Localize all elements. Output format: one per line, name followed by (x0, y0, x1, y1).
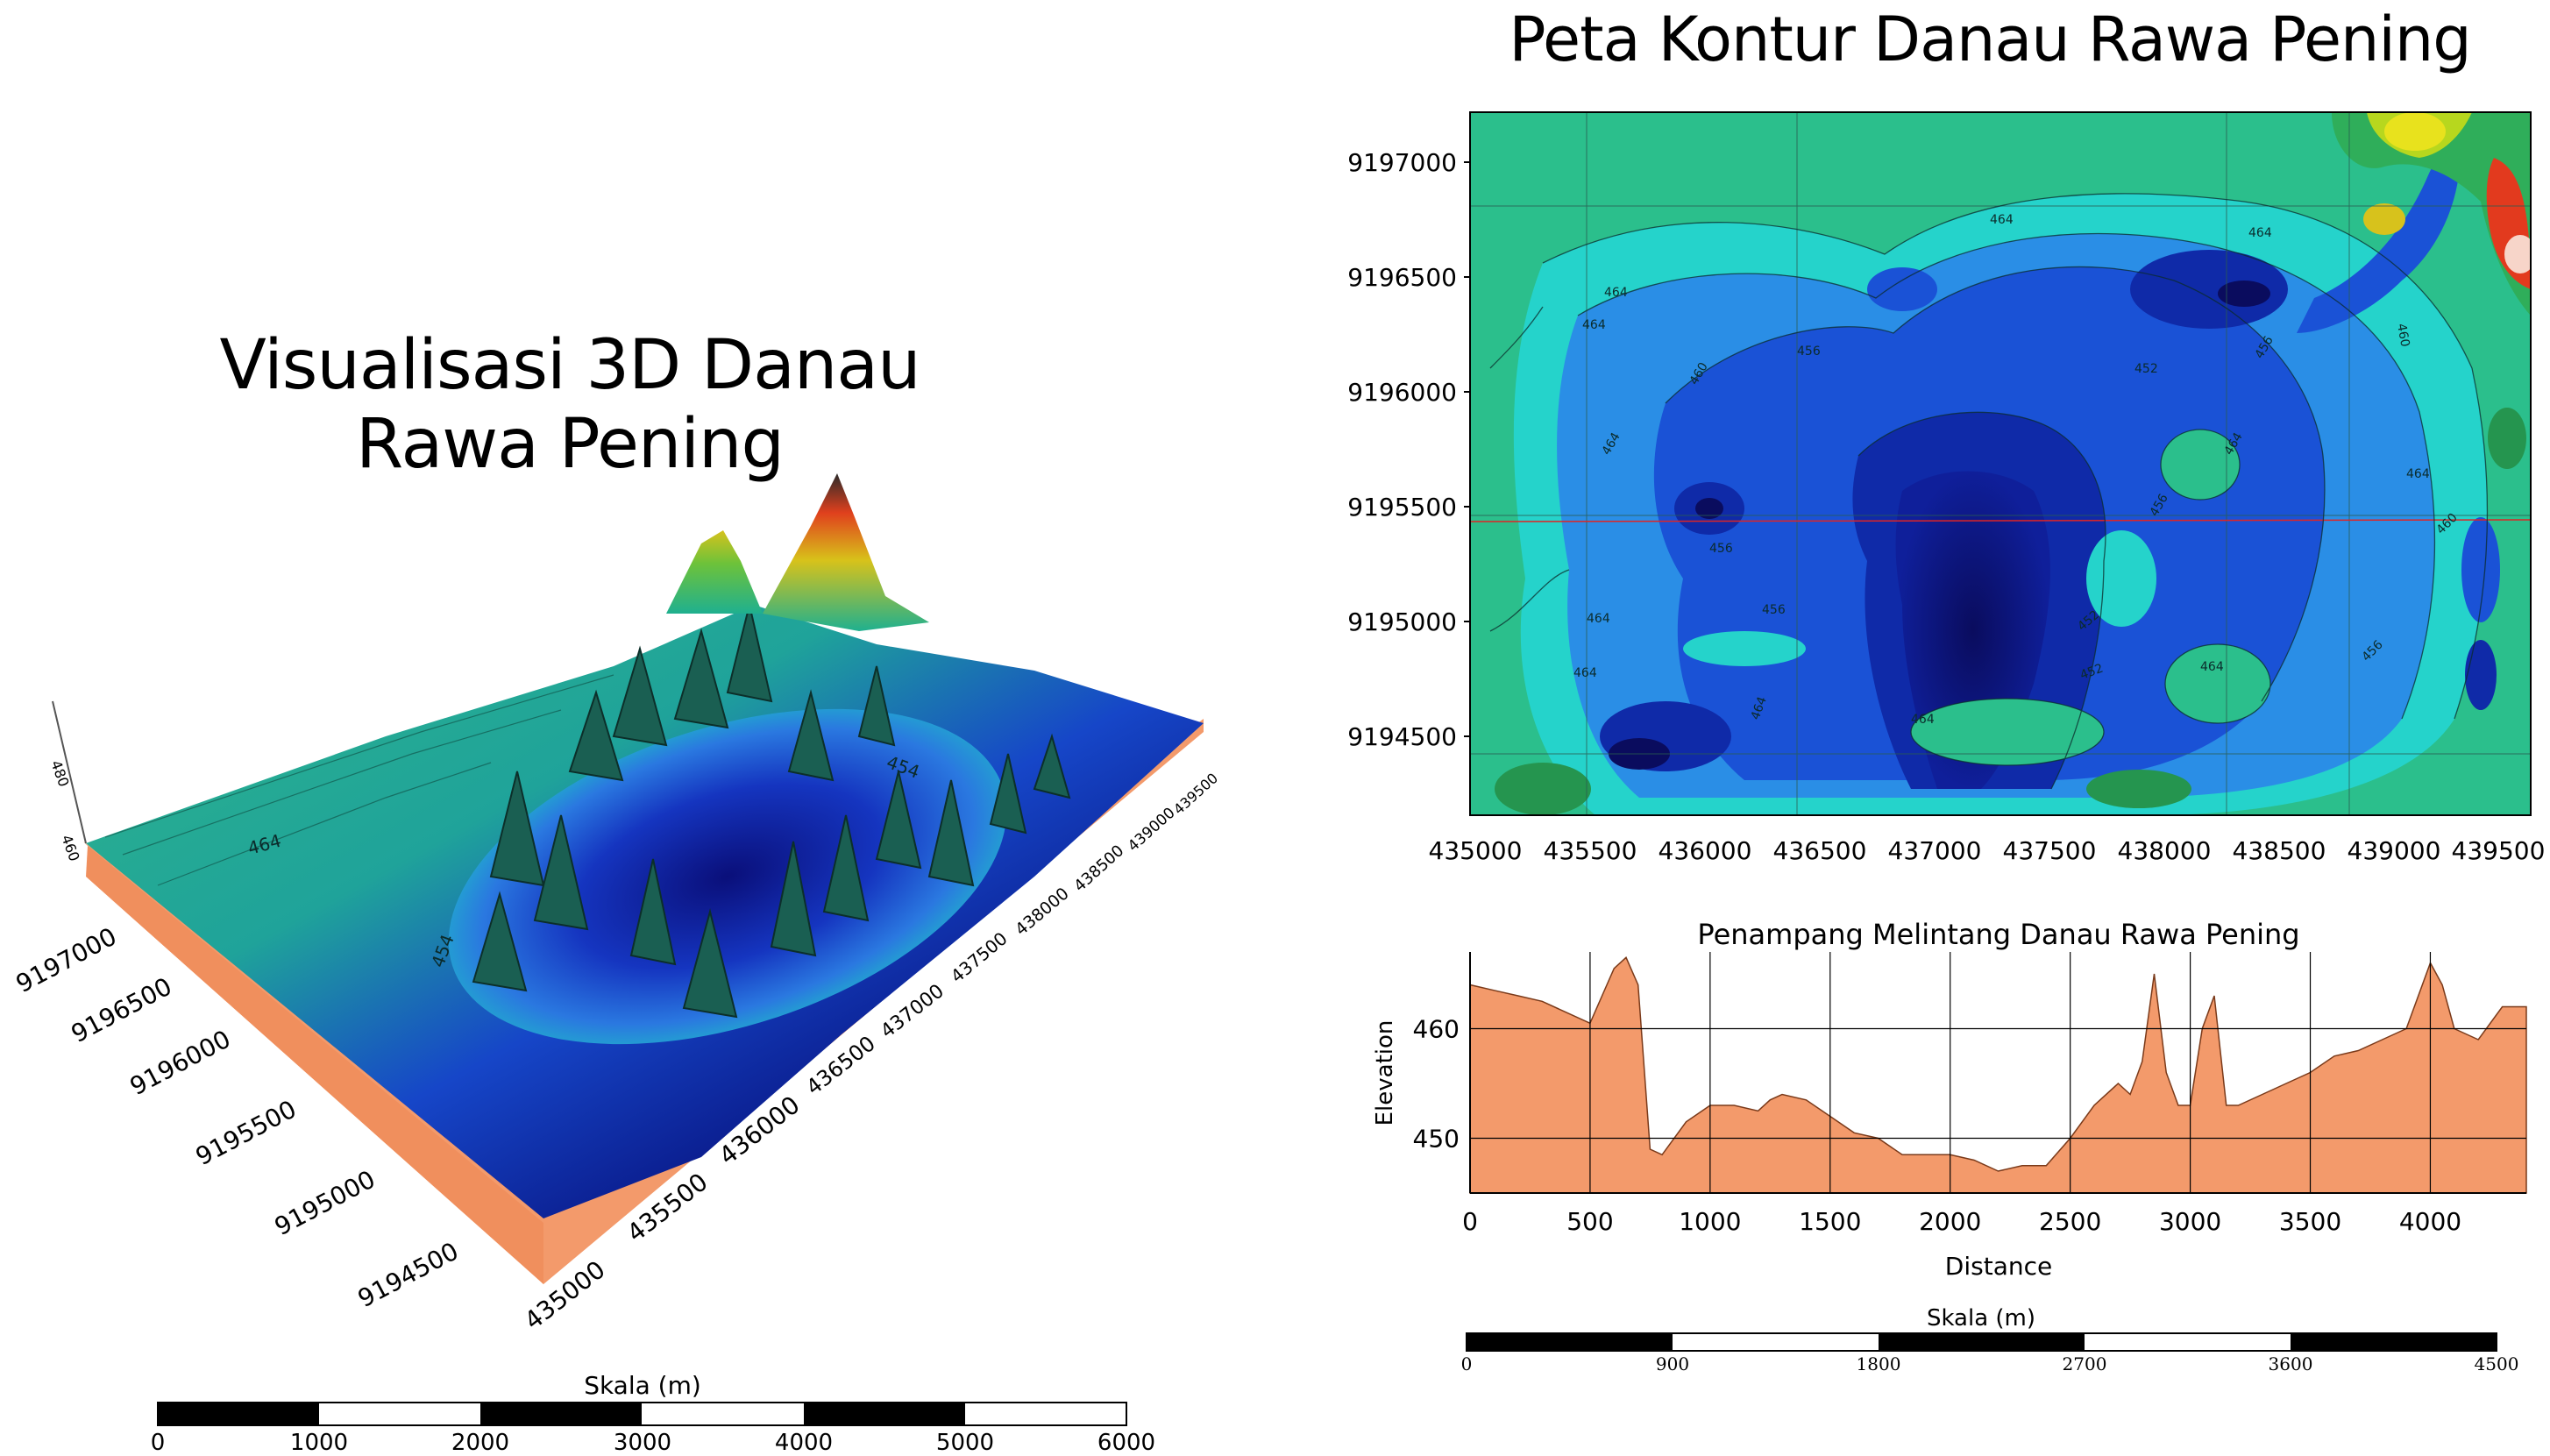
contour-label: 464 (1990, 213, 2014, 227)
profile-y-label: Elevation (1372, 1020, 1398, 1126)
profile-x-tick: 0 (1462, 1207, 1478, 1236)
profile-y-axis: 450 460 (1413, 1015, 1460, 1154)
contour-label: 456 (1709, 542, 1733, 556)
profile-x-tick: 1500 (1799, 1207, 1861, 1236)
scale-title-left: Skala (m) (584, 1371, 701, 1400)
scale-tick-left: 0 (151, 1430, 166, 1456)
x-tick: 435500 (1544, 836, 1637, 865)
y-tick: 9197000 (1347, 148, 1457, 177)
contour-label: 452 (2134, 362, 2158, 376)
profile-x-label: Distance (1945, 1252, 2052, 1281)
profile-chart: Penampang Melintang Danau Rawa Pening 0 5… (1372, 918, 2526, 1281)
scale-tick-right: 2700 (2063, 1353, 2107, 1374)
scale-tick-left: 1000 (290, 1430, 348, 1456)
z-tick: 480 (47, 758, 72, 789)
y-tick: 9195500 (1347, 493, 1457, 522)
contour-label: 464 (1604, 286, 1628, 300)
scale-tick-right: 4500 (2475, 1353, 2519, 1374)
x-tick: 437500 (2003, 836, 2097, 865)
profile-y-tick: 450 (1413, 1125, 1460, 1154)
contour-label: 456 (1797, 344, 1821, 359)
profile-x-axis: 0 500 1000 1500 2000 2500 3000 3500 4000 (1462, 1207, 2461, 1236)
z-tick: 460 (58, 833, 82, 863)
profile-area (1470, 957, 2526, 1193)
contour-label: 464 (1587, 612, 1610, 626)
scale-tick-right: 900 (1656, 1353, 1689, 1374)
northing-tick: 9195000 (270, 1164, 380, 1241)
terrain-peak-second (666, 530, 763, 614)
profile-x-tick: 500 (1566, 1207, 1613, 1236)
easting-tick: 438500 (1070, 842, 1127, 896)
x-tick: 437000 (1888, 836, 1982, 865)
contour-label: 464 (1911, 713, 1935, 727)
contour-label: 464 (2406, 467, 2430, 481)
scale-tick-right: 1800 (1857, 1353, 1901, 1374)
scale-bar-left: Skala (m) 0 1000 2000 3000 4000 5000 600… (151, 1371, 1155, 1456)
contour-label: 464 (2248, 226, 2272, 240)
contour-label: 464 (1573, 666, 1597, 680)
y-tick: 9196000 (1347, 378, 1457, 407)
contour-label: 464 (2200, 660, 2224, 674)
profile-x-tick: 3500 (2279, 1207, 2341, 1236)
contour-tick-marks (1464, 162, 1470, 736)
easting-tick: 439000 (1125, 804, 1179, 855)
x-tick: 436500 (1773, 836, 1867, 865)
terrain-3d-block (53, 473, 1204, 1284)
scale-title-right: Skala (m) (1927, 1305, 2035, 1332)
x-tick: 436000 (1659, 836, 1752, 865)
x-tick: 438000 (2118, 836, 2212, 865)
profile-x-tick: 2500 (2039, 1207, 2101, 1236)
scale-tick-right: 3600 (2269, 1353, 2313, 1374)
scale-tick-left: 2000 (451, 1430, 509, 1456)
y-tick: 9196500 (1347, 263, 1457, 292)
contour-label: 456 (1762, 603, 1786, 617)
scale-tick-left: 5000 (936, 1430, 994, 1456)
profile-y-tick: 460 (1413, 1015, 1460, 1044)
x-tick: 439500 (2452, 836, 2546, 865)
x-tick: 438500 (2233, 836, 2326, 865)
northing-tick: 9196500 (67, 971, 177, 1048)
x-tick: 439000 (2348, 836, 2441, 865)
northing-tick: 9194500 (353, 1236, 464, 1313)
profile-title: Penampang Melintang Danau Rawa Pening (1697, 918, 2299, 951)
scale-tick-left: 6000 (1097, 1430, 1155, 1456)
northing-tick: 9197000 (11, 921, 122, 998)
northing-tick: 9195500 (191, 1094, 302, 1171)
contour-x-axis: 435000 435500 436000 436500 437000 43750… (1429, 836, 2546, 865)
profile-x-tick: 3000 (2159, 1207, 2221, 1236)
scale-tick-left: 3000 (614, 1430, 671, 1456)
scale-tick-right: 0 (1461, 1353, 1473, 1374)
terrain-peak-main (763, 473, 929, 631)
easting-tick: 439500 (1170, 770, 1221, 818)
profile-x-tick: 1000 (1679, 1207, 1741, 1236)
profile-x-tick: 2000 (1919, 1207, 1981, 1236)
profile-x-tick: 4000 (2399, 1207, 2461, 1236)
northing-tick: 9196000 (125, 1024, 236, 1101)
contour-y-axis: 9197000 9196500 9196000 9195500 9195000 … (1347, 148, 1457, 751)
scale-bar-right: Skala (m) 0 900 1800 2700 3600 4500 (1461, 1305, 2519, 1374)
contour-label: 464 (1582, 318, 1606, 332)
y-tick: 9195000 (1347, 607, 1457, 636)
scale-tick-left: 4000 (775, 1430, 833, 1456)
x-tick: 435000 (1429, 836, 1523, 865)
y-tick: 9194500 (1347, 722, 1457, 751)
easting-tick: 438000 (1012, 884, 1073, 939)
